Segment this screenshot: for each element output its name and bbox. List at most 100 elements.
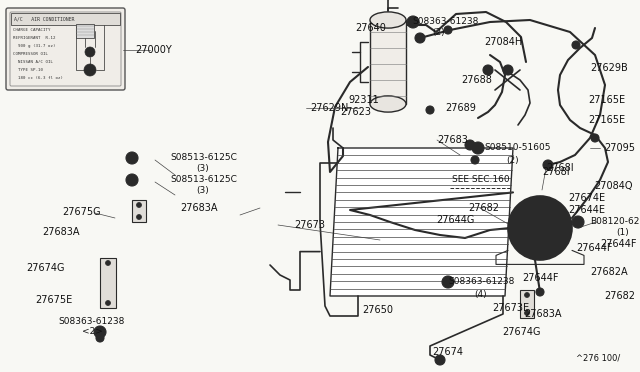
- Circle shape: [572, 41, 580, 49]
- Text: <2>: <2>: [82, 327, 103, 337]
- Text: ^276 100/: ^276 100/: [576, 353, 620, 362]
- Text: TYPE SP-10: TYPE SP-10: [13, 68, 43, 72]
- Text: 27165E: 27165E: [588, 115, 625, 125]
- Text: 27682: 27682: [468, 203, 499, 213]
- Bar: [100, 258, 116, 308]
- Text: 27675E: 27675E: [35, 295, 72, 305]
- Circle shape: [94, 326, 106, 338]
- Text: S08363-61238: S08363-61238: [412, 17, 478, 26]
- Circle shape: [407, 16, 419, 28]
- Text: S08513-6125C: S08513-6125C: [170, 154, 237, 163]
- Circle shape: [136, 202, 141, 208]
- Text: 27629N: 27629N: [310, 103, 348, 113]
- Circle shape: [537, 225, 543, 231]
- Text: 27689: 27689: [445, 103, 476, 113]
- Ellipse shape: [370, 12, 406, 28]
- Text: 27623: 27623: [340, 107, 371, 117]
- Circle shape: [126, 152, 138, 164]
- Text: S: S: [130, 177, 134, 183]
- Circle shape: [106, 301, 111, 305]
- Text: 27673E: 27673E: [492, 303, 529, 313]
- Text: S08510-51605: S08510-51605: [484, 144, 550, 153]
- Text: (2): (2): [506, 155, 518, 164]
- Text: 27644F: 27644F: [522, 273, 559, 283]
- Text: COMPRESSOR OIL: COMPRESSOR OIL: [13, 52, 48, 56]
- Text: REFRIGERANT  R-12: REFRIGERANT R-12: [13, 36, 56, 40]
- Circle shape: [591, 134, 599, 142]
- Text: 27084Q: 27084Q: [594, 181, 632, 191]
- Text: 27640: 27640: [355, 23, 386, 33]
- Circle shape: [136, 215, 141, 219]
- Text: 92311: 92311: [348, 95, 379, 105]
- Bar: [370, 20, 406, 104]
- Ellipse shape: [370, 96, 406, 112]
- Text: 27674E: 27674E: [568, 193, 605, 203]
- Circle shape: [508, 196, 572, 260]
- Circle shape: [85, 47, 95, 57]
- Circle shape: [503, 65, 513, 75]
- Text: S: S: [130, 155, 134, 160]
- Circle shape: [415, 33, 425, 43]
- Text: 27095: 27095: [604, 143, 635, 153]
- Text: A/C   AIR CONDITIONER: A/C AIR CONDITIONER: [14, 16, 74, 22]
- Text: 27644F: 27644F: [600, 239, 637, 249]
- Text: S: S: [411, 19, 415, 25]
- Circle shape: [525, 311, 529, 315]
- Text: 180 cc (6.3 fl oz): 180 cc (6.3 fl oz): [13, 76, 63, 80]
- Text: 27629B: 27629B: [590, 63, 628, 73]
- Text: CHARGE CAPACITY: CHARGE CAPACITY: [13, 28, 51, 32]
- Text: (3): (3): [196, 186, 209, 195]
- Circle shape: [522, 211, 557, 246]
- Text: B08120-6255F: B08120-6255F: [590, 218, 640, 227]
- Circle shape: [442, 276, 454, 288]
- Circle shape: [465, 140, 475, 150]
- Text: (3): (3): [196, 164, 209, 173]
- Text: NISSAN A/C OIL: NISSAN A/C OIL: [13, 60, 53, 64]
- Circle shape: [84, 64, 96, 76]
- Text: 2768I: 2768I: [542, 167, 570, 177]
- Text: 27683A: 27683A: [42, 227, 79, 237]
- Text: 27675G: 27675G: [62, 207, 100, 217]
- Text: 27165E: 27165E: [588, 95, 625, 105]
- Text: 27644E: 27644E: [568, 205, 605, 215]
- Text: 27683A: 27683A: [524, 309, 561, 319]
- Text: 27682A: 27682A: [590, 267, 628, 277]
- Text: 2768I: 2768I: [546, 163, 573, 173]
- Circle shape: [106, 260, 111, 266]
- Text: 27084H: 27084H: [484, 37, 522, 47]
- Text: 27682: 27682: [604, 291, 635, 301]
- Circle shape: [426, 106, 434, 114]
- Text: S08363-61238: S08363-61238: [448, 278, 515, 286]
- Text: S08513-6125C: S08513-6125C: [170, 176, 237, 185]
- Circle shape: [435, 355, 445, 365]
- Text: 27674G: 27674G: [502, 327, 541, 337]
- Bar: [76, 24, 94, 38]
- Text: 900 g (31.7 oz): 900 g (31.7 oz): [13, 44, 56, 48]
- Circle shape: [471, 156, 479, 164]
- Text: 27674: 27674: [432, 347, 463, 357]
- Text: (1): (1): [616, 228, 628, 237]
- Text: 27674G: 27674G: [26, 263, 65, 273]
- Text: SEE SEC.160: SEE SEC.160: [452, 176, 509, 185]
- Text: S: S: [476, 145, 480, 151]
- Text: 27000Y: 27000Y: [135, 45, 172, 55]
- Polygon shape: [330, 148, 513, 296]
- Circle shape: [126, 174, 138, 186]
- FancyBboxPatch shape: [6, 8, 125, 90]
- Text: 27688: 27688: [461, 75, 492, 85]
- Bar: [520, 290, 534, 318]
- Text: 27683A: 27683A: [180, 203, 218, 213]
- Text: 27644F: 27644F: [576, 243, 612, 253]
- Text: 27650: 27650: [362, 305, 393, 315]
- Circle shape: [483, 65, 493, 75]
- Text: (2): (2): [432, 28, 445, 36]
- Text: 27673: 27673: [294, 220, 325, 230]
- Circle shape: [472, 142, 484, 154]
- Text: S: S: [445, 279, 451, 285]
- Text: 27644G: 27644G: [436, 215, 474, 225]
- Text: B: B: [575, 219, 580, 224]
- Text: 27683: 27683: [437, 135, 468, 145]
- Text: S08363-61238: S08363-61238: [58, 317, 124, 327]
- Circle shape: [444, 26, 452, 34]
- Circle shape: [525, 292, 529, 298]
